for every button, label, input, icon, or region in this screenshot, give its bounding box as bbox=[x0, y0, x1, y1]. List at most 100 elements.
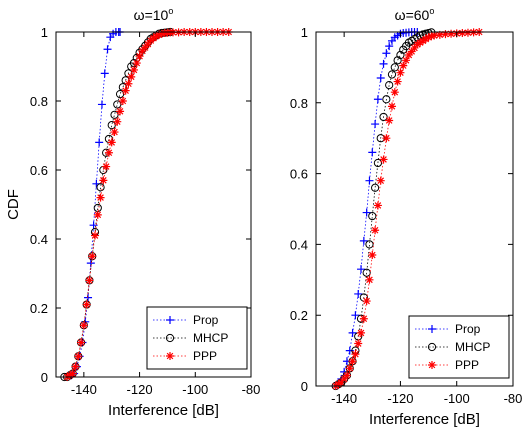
plot-area-frame bbox=[315, 31, 514, 387]
data-point-ppp bbox=[345, 364, 354, 373]
data-point-ppp bbox=[79, 321, 88, 330]
data-point-ppp bbox=[116, 107, 125, 116]
data-point-ppp bbox=[354, 339, 363, 348]
legend-marker-mhcp bbox=[165, 333, 175, 343]
x-tick-label: -120 bbox=[127, 382, 153, 397]
data-point-ppp bbox=[68, 369, 77, 378]
x-tick-label: -120 bbox=[387, 391, 413, 406]
data-point-prop bbox=[95, 138, 104, 147]
x-tick-label: -140 bbox=[71, 382, 97, 397]
data-point-ppp bbox=[410, 43, 419, 52]
data-point-ppp bbox=[413, 40, 422, 49]
data-point-ppp bbox=[351, 350, 360, 359]
y-tick-label: 0.4 bbox=[30, 232, 48, 247]
legend-marker-ppp bbox=[166, 352, 174, 360]
data-point-ppp bbox=[143, 40, 152, 49]
data-point-mhcp bbox=[113, 100, 122, 109]
data-point-ppp bbox=[407, 47, 416, 56]
data-point-ppp bbox=[390, 88, 399, 97]
data-point-ppp bbox=[85, 276, 94, 285]
legend-marker-prop bbox=[166, 316, 174, 324]
y-tick-label: 1 bbox=[41, 25, 48, 40]
data-point-mhcp bbox=[387, 70, 397, 79]
x-tick-label: -80 bbox=[242, 382, 261, 397]
data-point-ppp bbox=[340, 374, 349, 383]
y-tick-label: 0 bbox=[301, 379, 308, 394]
y-axis-label: CDF bbox=[5, 189, 22, 220]
data-point-prop bbox=[371, 120, 380, 129]
series-line-ppp bbox=[335, 31, 480, 387]
data-point-ppp bbox=[416, 38, 425, 47]
x-tick-label: -140 bbox=[331, 391, 357, 406]
data-point-ppp bbox=[118, 97, 127, 105]
data-point-ppp bbox=[371, 226, 380, 235]
legend-box bbox=[146, 306, 248, 370]
data-point-ppp bbox=[107, 138, 116, 147]
data-point-prop bbox=[385, 42, 394, 51]
data-point-ppp bbox=[418, 36, 427, 45]
data-point-prop bbox=[84, 293, 93, 302]
x-tick-label: -80 bbox=[504, 391, 523, 406]
data-point-ppp bbox=[138, 46, 147, 55]
data-point-ppp bbox=[399, 61, 408, 70]
y-tick-label: 0.2 bbox=[30, 301, 48, 316]
y-tick-label: 0.6 bbox=[290, 167, 308, 182]
x-tick-label: -100 bbox=[444, 391, 470, 406]
data-point-ppp bbox=[362, 297, 371, 306]
series-prop bbox=[67, 28, 125, 380]
data-point-ppp bbox=[88, 252, 97, 261]
data-point-ppp bbox=[155, 30, 164, 39]
data-point-prop bbox=[97, 100, 106, 109]
chart-title: ω=10o bbox=[134, 6, 174, 23]
legend: Prop MHCP PPP bbox=[408, 315, 510, 379]
legend-label-ppp: PPP bbox=[455, 358, 479, 372]
data-point-prop bbox=[100, 69, 109, 78]
data-point-ppp bbox=[441, 30, 450, 39]
data-point-ppp bbox=[458, 29, 467, 38]
y-tick-label: 0.2 bbox=[290, 308, 308, 323]
data-point-prop bbox=[376, 74, 385, 83]
data-point-mhcp bbox=[379, 112, 388, 122]
data-point-mhcp bbox=[107, 121, 116, 130]
y-tick-label: 0.4 bbox=[290, 237, 308, 252]
data-point-ppp bbox=[382, 134, 391, 143]
data-point-ppp bbox=[93, 210, 102, 219]
data-point-ppp bbox=[393, 77, 402, 86]
data-point-prop bbox=[89, 221, 98, 230]
data-point-mhcp bbox=[373, 158, 383, 168]
data-point-prop bbox=[365, 176, 374, 185]
data-point-mhcp bbox=[371, 183, 380, 192]
data-point-ppp bbox=[359, 314, 368, 323]
data-point-ppp bbox=[141, 43, 150, 52]
data-point-prop bbox=[362, 208, 371, 217]
data-point-ppp bbox=[447, 29, 456, 38]
legend-label-mhcp: MHCP bbox=[455, 340, 490, 354]
y-tick-label: 0.6 bbox=[30, 163, 48, 178]
data-point-prop bbox=[357, 265, 366, 274]
data-point-mhcp bbox=[382, 95, 391, 104]
series-line-prop bbox=[335, 31, 418, 387]
data-point-prop bbox=[103, 45, 112, 54]
data-point-prop bbox=[379, 59, 388, 68]
x-axis-label: Interference [dB] bbox=[369, 411, 480, 428]
data-point-ppp bbox=[357, 328, 366, 337]
y-tick-label: 1 bbox=[301, 25, 308, 40]
data-point-ppp bbox=[110, 128, 119, 137]
data-point-ppp bbox=[424, 33, 433, 42]
series-prop bbox=[331, 28, 422, 390]
data-point-prop bbox=[368, 148, 377, 157]
data-point-ppp bbox=[368, 251, 377, 260]
legend-marker-prop bbox=[428, 325, 436, 333]
legend: Prop MHCP PPP bbox=[146, 306, 248, 370]
data-point-mhcp bbox=[362, 268, 371, 277]
cdf-panel-right: -140 -120 -100 -80 0 0.2 0.4 0.6 0.8 1 ω=60o Interf… bbox=[290, 6, 522, 428]
data-point-ppp bbox=[113, 117, 122, 126]
legend-marker-ppp bbox=[428, 361, 436, 369]
data-point-ppp bbox=[385, 116, 394, 125]
data-point-mhcp bbox=[110, 110, 119, 119]
legend-marker-mhcp bbox=[427, 342, 437, 352]
x-axis-label: Interference [dB] bbox=[108, 402, 219, 419]
data-point-ppp bbox=[373, 201, 382, 210]
legend-label-mhcp: MHCP bbox=[193, 331, 228, 345]
data-point-ppp bbox=[348, 357, 357, 366]
